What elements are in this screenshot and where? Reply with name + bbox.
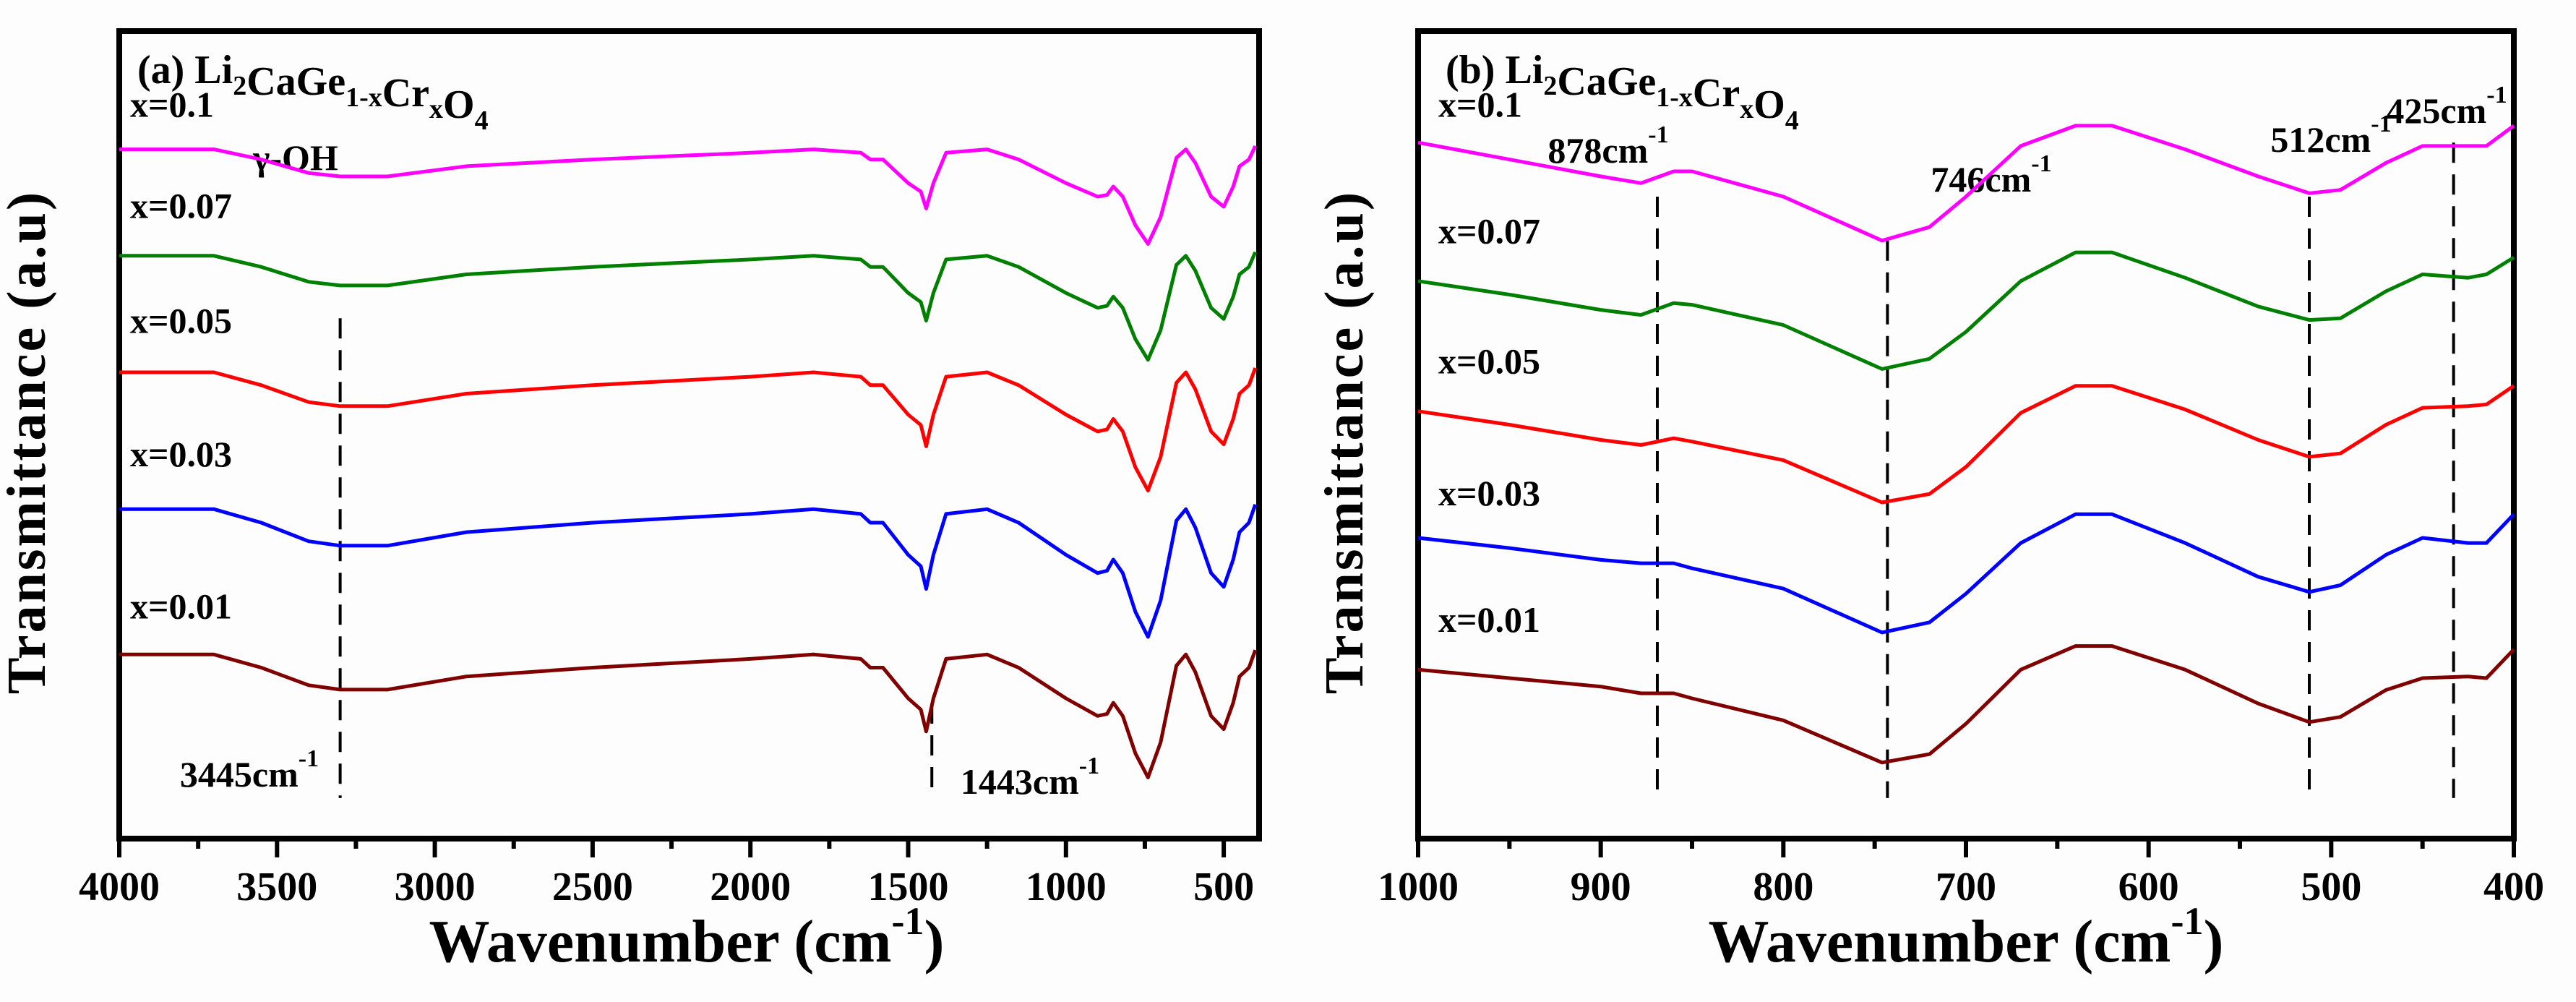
panel-label: (b) [1446,48,1505,93]
peak-marker-value: 1443cm [961,761,1079,802]
x-tick-label: 4000 [79,865,160,909]
series-label: x=0.1 [130,84,214,124]
x-tick-label: 3500 [236,865,317,909]
series-line-x-0-01 [119,649,1258,779]
peak-marker-value: 746cm [1931,159,2031,200]
peak-marker-label: 425cm-1 [2386,82,2507,131]
series-label: x=0.01 [130,586,232,627]
panel-title: (a) Li2CaGe1-xCrxO4 [137,48,489,136]
peak-marker-label: 746cm-1 [1931,150,2051,200]
x-tick-label: 2000 [710,865,791,909]
x-axis-title-close: ) [924,908,945,975]
x-tick-label: 1000 [1378,865,1459,909]
series-line-x-0-01 [1417,644,2515,765]
series-line-x-0-03 [119,503,1258,639]
peak-marker-superscript: -1 [299,745,319,772]
peak-marker-superscript: -1 [1079,753,1099,779]
formula-subscript: x [1740,94,1753,124]
series-label: x=0.03 [1438,473,1540,513]
series-line-x-0-07 [1417,250,2515,371]
formula-subscript: 1-x [345,82,382,113]
peak-marker-superscript: -1 [2371,111,2391,137]
hydroxyl-band-label: γ-OH [252,137,338,178]
formula-subscript: 4 [475,106,489,136]
formula-part: Cr [1693,71,1740,116]
peak-marker-value: 512cm [2270,119,2371,160]
x-axis-title-text: Wavenumber (cm [1708,908,2171,975]
panel-title: (b) Li2CaGe1-xCrxO4 [1446,48,1799,136]
peak-marker-superscript: -1 [1648,121,1668,148]
series-line-x-0-07 [119,251,1258,362]
peak-marker-superscript: -1 [2031,150,2051,177]
x-axis-title-close: ) [2204,908,2224,975]
x-axis-title-text: Wavenumber (cm [429,908,891,975]
formula-subscript: 1-x [1656,82,1693,113]
y-axis-title: Transmittance (a.u) [0,190,57,694]
series-line-x-0-03 [1417,512,2515,635]
x-tick-label: 3000 [395,865,476,909]
formula-part: Li [194,48,233,93]
formula-subscript: x [429,94,443,124]
x-tick-label: 700 [1936,865,1996,909]
series-label: x=0.07 [1438,211,1540,252]
peak-marker-superscript: -1 [2486,82,2507,108]
series-label: x=0.03 [130,434,232,474]
series-line-x-0-1 [119,145,1258,246]
peak-marker-value: 878cm [1547,130,1648,171]
series-label: x=0.1 [1438,84,1522,124]
series-line-x-0-1 [1417,124,2515,243]
x-tick-label: 1000 [1026,865,1107,909]
formula-part: CaGe [1557,59,1656,104]
y-axis-title: Transmittance (a.u) [1314,190,1375,694]
series-label: x=0.01 [1438,599,1540,640]
panel-label: (a) [137,48,194,93]
formula-part: Cr [382,71,429,116]
x-axis-title: Wavenumber (cm-1) [1708,899,2223,975]
series-line-x-0-05 [119,367,1258,493]
series-label: x=0.07 [130,186,232,226]
formula-subscript: 4 [1785,106,1799,136]
series-label: x=0.05 [1438,341,1540,382]
x-tick-label: 400 [2483,865,2544,909]
peak-marker-label: 1443cm-1 [961,753,1099,802]
x-axis-title: Wavenumber (cm-1) [429,899,944,975]
formula-subscript: 2 [1543,71,1557,101]
peak-marker-value: 425cm [2386,90,2486,131]
peak-marker-value: 3445cm [180,754,299,795]
x-tick-label: 600 [2118,865,2179,909]
x-axis-title-superscript: -1 [892,899,924,943]
x-tick-label: 900 [1571,865,1631,909]
peak-marker-label: 512cm-1 [2270,111,2391,160]
series-label: x=0.05 [130,301,232,341]
formula-part: O [443,82,475,127]
x-tick-label: 1500 [868,865,949,909]
formula-part: Li [1505,48,1543,93]
formula-subscript: 2 [233,71,246,101]
peak-marker-label: 3445cm-1 [180,745,319,795]
x-tick-label: 800 [1753,865,1813,909]
x-tick-label: 500 [1193,865,1254,909]
x-tick-label: 2500 [552,865,633,909]
series-line-x-0-05 [1417,384,2515,505]
x-axis-title-superscript: -1 [2171,899,2204,943]
formula-part: CaGe [246,59,345,104]
x-tick-label: 500 [2301,865,2361,909]
plot-frame [116,28,1262,842]
peak-marker-label: 878cm-1 [1547,121,1668,171]
formula-part: O [1753,82,1785,127]
panel-a: 4000 3500 3000 2500 2000 1500 1000 500 Wavenumbe… [0,28,1262,975]
